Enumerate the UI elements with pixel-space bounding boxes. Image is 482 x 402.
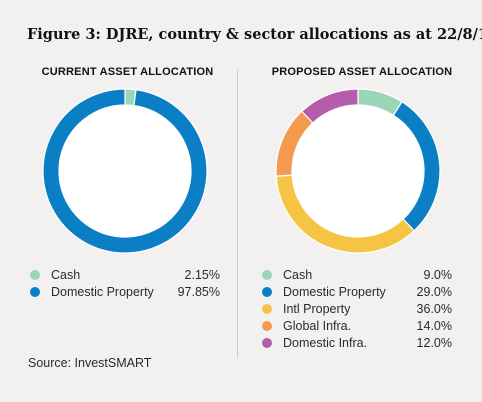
legend-value: 29.0%	[416, 284, 452, 299]
legend-swatch	[262, 269, 272, 280]
current-allocation-legend: Cash 2.15% Domestic Property 97.85%	[30, 266, 220, 300]
legend-swatch	[262, 337, 272, 348]
legend-item-cash: Cash 9.0%	[262, 266, 452, 283]
figure-title: Figure 3: DJRE, country & sector allocat…	[27, 26, 482, 43]
source-note: Source: InvestSMART	[28, 356, 152, 370]
legend-item-domestic-property: Domestic Property 29.0%	[262, 283, 452, 300]
current-allocation-donut	[42, 88, 208, 254]
donut-slice-domestic-property	[42, 88, 208, 254]
legend-value: 97.85%	[177, 284, 220, 299]
legend-swatch	[262, 286, 272, 297]
legend-swatch	[262, 303, 272, 314]
legend-value: 2.15%	[184, 267, 220, 282]
legend-item-global-infra: Global Infra. 14.0%	[262, 317, 452, 334]
legend-item-intl-property: Intl Property 36.0%	[262, 300, 452, 317]
proposed-allocation-legend: Cash 9.0% Domestic Property 29.0% Intl Prope…	[262, 266, 452, 351]
proposed-allocation-donut	[275, 88, 441, 254]
legend-label: Global Infra.	[283, 318, 352, 333]
legend-item-cash: Cash 2.15%	[30, 266, 220, 283]
proposed-allocation-title: PROPOSED ASSET ALLOCATION	[271, 66, 453, 78]
legend-label: Intl Property	[283, 301, 351, 316]
legend-value: 14.0%	[416, 318, 452, 333]
legend-swatch	[30, 286, 40, 297]
legend-swatch	[30, 269, 40, 280]
legend-label: Domestic Property	[51, 284, 154, 299]
legend-item-domestic-infra: Domestic Infra. 12.0%	[262, 334, 452, 351]
panel-divider	[237, 70, 238, 358]
legend-value: 36.0%	[416, 301, 452, 316]
legend-item-domestic-property: Domestic Property 97.85%	[30, 283, 220, 300]
current-allocation-title: CURRENT ASSET ALLOCATION	[41, 66, 214, 78]
legend-value: 12.0%	[416, 335, 452, 350]
donut-hole	[292, 105, 424, 237]
legend-value: 9.0%	[423, 267, 453, 282]
donut-hole	[59, 105, 191, 237]
donut-slice-domestic-infra	[301, 88, 359, 124]
legend-label: Cash	[283, 267, 313, 282]
legend-label: Domestic Property	[283, 284, 386, 299]
legend-label: Domestic Infra.	[283, 335, 368, 350]
legend-swatch	[262, 320, 272, 331]
legend-label: Cash	[51, 267, 81, 282]
